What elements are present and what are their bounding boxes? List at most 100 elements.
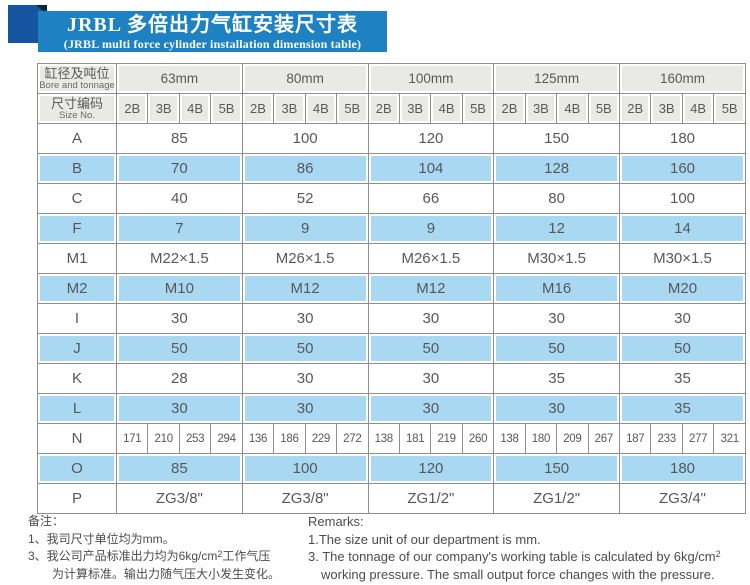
size-code-header: 5B: [336, 93, 369, 124]
row-label: C: [37, 183, 117, 214]
size-code-header: 4B: [304, 93, 338, 124]
table-cell: 30: [116, 303, 243, 334]
table-cell: 30: [493, 393, 620, 424]
size-code-header: 4B: [430, 93, 463, 124]
size-no-header-cn: 尺寸编码: [50, 95, 103, 111]
row-label: M1: [37, 243, 117, 274]
size-code-header: 5B: [713, 93, 746, 124]
table-cell: M22×1.5: [116, 243, 243, 274]
notes-cn-heading: 备注：: [28, 514, 65, 528]
table-cell: M12: [241, 273, 369, 304]
table-cell: 30: [367, 303, 495, 334]
table-cell: 294: [210, 423, 243, 454]
table-cell: 50: [241, 333, 369, 364]
table-cell: M12: [367, 273, 495, 304]
table-cell: 187: [618, 423, 652, 454]
table-cell: M20: [619, 273, 746, 304]
table-cell: ZG3/8": [116, 483, 243, 514]
table-row: P ZG3/8" ZG3/8" ZG1/2" ZG1/2" ZG3/4": [37, 483, 746, 514]
row-label: L: [37, 393, 117, 424]
table-row: A 85 100 120 150 180: [37, 123, 746, 154]
corner-header: 缸径及吨位 Bore and tonnage: [37, 63, 117, 94]
row-label: F: [37, 213, 117, 244]
table-cell: 138: [493, 423, 526, 454]
table-cell: 30: [241, 393, 369, 424]
corner-header-en: Bore and tonnage: [39, 79, 115, 91]
size-code-header: 3B: [650, 93, 683, 124]
size-code-header: 5B: [587, 93, 621, 124]
table-cell: 12: [493, 213, 620, 244]
table-row: C 40 52 66 80 100: [37, 183, 746, 214]
table-cell: 35: [619, 393, 746, 424]
table-cell: 50: [619, 333, 746, 364]
table-cell: 120: [367, 453, 495, 484]
table-cell: M26×1.5: [241, 243, 369, 274]
table-cell: ZG3/8": [241, 483, 369, 514]
title-banner: JRBL 多倍出力气缸安装尺寸表 (JRBL multi force cylin…: [38, 11, 387, 52]
bore-header: 125mm: [493, 63, 620, 94]
table-row: O 85 100 120 150 180: [37, 453, 746, 484]
notes-en-item3-cont: working pressure. The small output force…: [321, 566, 715, 582]
corner-header-cn: 缸径及吨位: [44, 65, 110, 81]
table-cell: 267: [587, 423, 621, 454]
size-code-header: 4B: [556, 93, 589, 124]
table-cell: 180: [619, 123, 746, 154]
table-row: L 30 30 30 30 35: [37, 393, 746, 424]
table-cell: 100: [241, 123, 369, 154]
table-cell: 35: [619, 363, 746, 394]
table-cell: M10: [116, 273, 243, 304]
table-cell: 229: [304, 423, 338, 454]
table-cell: 233: [650, 423, 683, 454]
row-label: P: [37, 483, 117, 514]
row-label: B: [37, 153, 117, 184]
table-row: J 50 50 50 50 50: [37, 333, 746, 364]
table-row: F 7 9 9 12 14: [37, 213, 746, 244]
page-subtitle: (JRBL multi force cylinder installation …: [63, 37, 362, 51]
table-cell: 85: [116, 453, 243, 484]
table-cell: 40: [116, 183, 243, 214]
row-label: M2: [37, 273, 117, 304]
bore-header: 63mm: [116, 63, 243, 94]
table-cell: 181: [398, 423, 432, 454]
notes-cn-item1: 1、我司尺寸单位均为mm。: [28, 531, 175, 546]
table-cell: ZG1/2": [493, 483, 620, 514]
table-cell: 120: [367, 123, 495, 154]
table-cell: 7: [116, 213, 243, 244]
row-label: A: [37, 123, 117, 154]
superscript: 2: [715, 549, 721, 559]
size-code-header: 2B: [367, 93, 400, 124]
table-cell: 70: [116, 153, 243, 184]
table-cell: 219: [430, 423, 463, 454]
table-cell: 100: [241, 453, 369, 484]
table-cell: 104: [367, 153, 495, 184]
size-code-header: 3B: [147, 93, 180, 124]
table-cell: 30: [241, 363, 369, 394]
table-cell: M30×1.5: [619, 243, 746, 274]
table-cell: 272: [336, 423, 369, 454]
table-cell: 9: [241, 213, 369, 244]
table-cell: ZG1/2": [367, 483, 495, 514]
size-code-header: 3B: [273, 93, 306, 124]
table-cell: 209: [556, 423, 589, 454]
table-cell: M30×1.5: [493, 243, 620, 274]
bore-header: 80mm: [241, 63, 369, 94]
notes-chinese: 备注： 1、我司尺寸单位均为mm。 3、我公司产品标准出力均为6kg/cm2工作…: [28, 513, 306, 583]
table-cell: 100: [619, 183, 746, 214]
table-row: B 70 86 104 128 160: [37, 153, 746, 184]
notes-en-heading: Remarks:: [308, 514, 364, 529]
notes-cn-item3-cont: 为计算标准。输出力随气压大小发生变化。: [52, 566, 281, 581]
dimension-table: 缸径及吨位 Bore and tonnage 63mm 80mm 100mm 125m…: [37, 63, 746, 514]
table-row: M1 M22×1.5 M26×1.5 M26×1.5 M30×1.5 M30×1.5: [37, 243, 746, 274]
table-cell: 30: [493, 303, 620, 334]
table-cell: M26×1.5: [367, 243, 495, 274]
table-cell: 85: [116, 123, 243, 154]
table-cell: 260: [461, 423, 495, 454]
size-code-header: 2B: [618, 93, 652, 124]
size-code-header: 2B: [241, 93, 275, 124]
table-cell: 277: [681, 423, 715, 454]
row-label: I: [37, 303, 117, 334]
table-cell: 180: [524, 423, 558, 454]
table-cell: 66: [367, 183, 495, 214]
row-label: N: [37, 423, 117, 454]
notes-en-item1: 1.The size unit of our department is mm.: [308, 531, 541, 547]
